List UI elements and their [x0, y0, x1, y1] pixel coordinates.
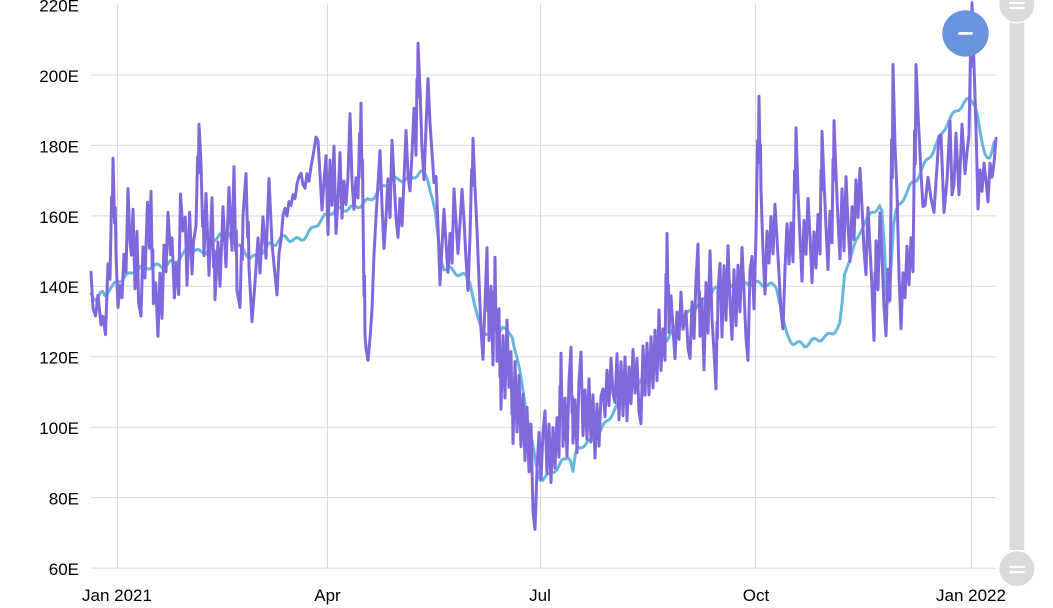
svg-text:80E: 80E [49, 490, 79, 509]
svg-text:Jul: Jul [529, 586, 551, 605]
svg-text:Jan 2021: Jan 2021 [82, 586, 152, 605]
svg-text:Jan 2022: Jan 2022 [936, 586, 1006, 605]
svg-text:200E: 200E [39, 67, 79, 86]
svg-text:180E: 180E [39, 137, 79, 156]
svg-text:220E: 220E [39, 0, 79, 16]
svg-text:160E: 160E [39, 208, 79, 227]
svg-text:140E: 140E [39, 278, 79, 297]
svg-text:120E: 120E [39, 349, 79, 368]
svg-text:Oct: Oct [743, 586, 770, 605]
svg-text:60E: 60E [49, 560, 79, 579]
svg-text:Apr: Apr [314, 586, 341, 605]
svg-text:100E: 100E [39, 419, 79, 438]
